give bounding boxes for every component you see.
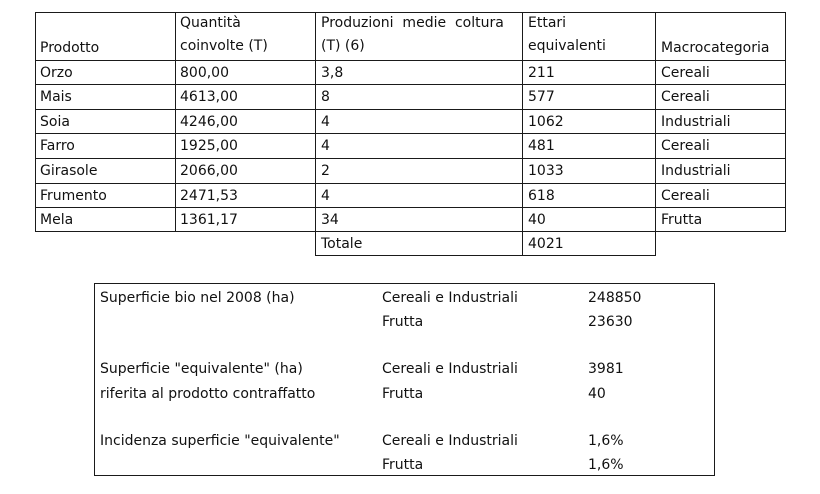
cell-quantita: 1361,17 [180,212,238,228]
cell-prodotto: Girasole [40,163,98,179]
table-col-rule [655,12,656,256]
cell-macrocategoria: Cereali [661,188,710,204]
cell-prodotto: Frumento [40,188,107,204]
category-frutta: Frutta [382,457,424,473]
table-col-rule [522,12,523,256]
table-rule [35,133,786,134]
value-incidenza-cereali: 1,6% [588,433,624,449]
total-value: 4021 [528,236,564,252]
header-ettari-line1: Ettari [528,15,567,31]
summary-box: Superficie bio nel 2008 (ha) Cereali e I… [94,283,715,476]
cell-ettari: 481 [528,138,555,154]
cell-quantita: 800,00 [180,65,229,81]
cell-quantita: 4246,00 [180,114,238,130]
incidenza-label: Incidenza superficie "equivalente" [100,433,340,449]
cell-produzioni: 3,8 [321,65,344,81]
table-rule [35,109,786,110]
header-macrocategoria: Macrocategoria [661,40,770,56]
header-ettari-line2: equivalenti [528,38,606,54]
table-border-left [35,12,36,232]
cell-macrocategoria: Cereali [661,65,710,81]
table-rule [35,158,786,159]
table-border-right [785,12,786,232]
cell-macrocategoria: Industriali [661,163,731,179]
table-col-rule [315,12,316,256]
header-quantita-line1: Quantità [180,15,241,31]
category-cereali-industriali: Cereali e Industriali [382,361,518,377]
cell-produzioni: 34 [321,212,339,228]
riferita-label: riferita al prodotto contraffatto [100,386,316,402]
category-cereali-industriali: Cereali e Industriali [382,290,518,306]
cell-prodotto: Mela [40,212,74,228]
cell-quantita: 2066,00 [180,163,238,179]
cell-produzioni: 2 [321,163,330,179]
cell-ettari: 1062 [528,114,564,130]
value-superficie-bio-cereali: 248850 [588,290,642,306]
cell-prodotto: Mais [40,89,72,105]
cell-ettari: 577 [528,89,555,105]
header-quantita-line2: coinvolte (T) [180,38,268,54]
category-frutta: Frutta [382,386,424,402]
category-frutta: Frutta [382,314,424,330]
table-rule [35,84,786,85]
cell-prodotto: Soia [40,114,70,130]
value-incidenza-frutta: 1,6% [588,457,624,473]
cell-macrocategoria: Cereali [661,138,710,154]
cell-produzioni: 4 [321,114,330,130]
table-rule [35,60,786,61]
cell-quantita: 4613,00 [180,89,238,105]
category-cereali-industriali: Cereali e Industriali [382,433,518,449]
table-border-top [35,12,786,13]
table-rule [315,255,656,256]
cell-produzioni: 4 [321,188,330,204]
total-label: Totale [321,236,363,252]
cell-produzioni: 8 [321,89,330,105]
cell-prodotto: Farro [40,138,75,154]
header-produzioni-line2: (T) (6) [321,38,365,54]
cell-produzioni: 4 [321,138,330,154]
table-rule [35,207,786,208]
superficie-bio-label: Superficie bio nel 2008 (ha) [100,290,295,306]
value-superficie-eq-frutta: 40 [588,386,606,402]
cell-ettari: 618 [528,188,555,204]
value-superficie-bio-frutta: 23630 [588,314,633,330]
table-col-rule [175,12,176,232]
cell-macrocategoria: Industriali [661,114,731,130]
cell-ettari: 1033 [528,163,564,179]
table-rule [35,231,786,232]
cell-macrocategoria: Cereali [661,89,710,105]
products-table: Prodotto Quantità coinvolte (T) Produzio… [35,12,786,256]
value-superficie-eq-cereali: 3981 [588,361,624,377]
superficie-equivalente-label: Superficie "equivalente" (ha) [100,361,303,377]
cell-quantita: 1925,00 [180,138,238,154]
cell-prodotto: Orzo [40,65,73,81]
cell-ettari: 40 [528,212,546,228]
header-prodotto: Prodotto [40,40,100,56]
cell-quantita: 2471,53 [180,188,238,204]
table-rule [35,183,786,184]
cell-ettari: 211 [528,65,555,81]
cell-macrocategoria: Frutta [661,212,703,228]
header-produzioni-line1: Produzioni medie coltura [321,15,504,31]
